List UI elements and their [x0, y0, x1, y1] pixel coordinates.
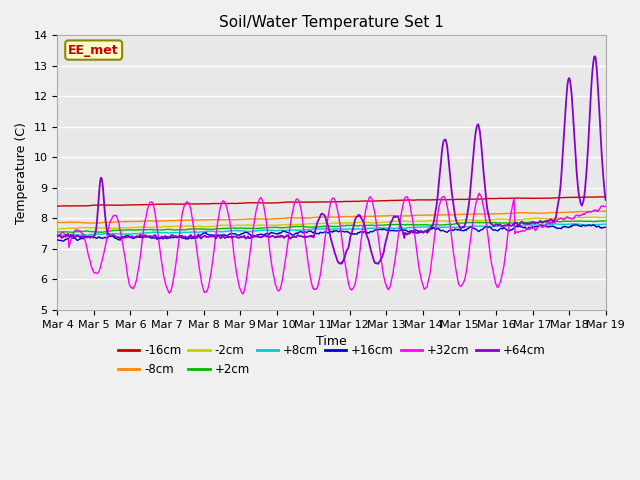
Title: Soil/Water Temperature Set 1: Soil/Water Temperature Set 1	[219, 15, 444, 30]
Legend: -16cm, -8cm, -2cm, +2cm, +8cm, +16cm, +32cm, +64cm: -16cm, -8cm, -2cm, +2cm, +8cm, +16cm, +3…	[113, 339, 550, 381]
X-axis label: Time: Time	[316, 335, 347, 348]
Y-axis label: Temperature (C): Temperature (C)	[15, 121, 28, 224]
Text: EE_met: EE_met	[68, 44, 119, 57]
